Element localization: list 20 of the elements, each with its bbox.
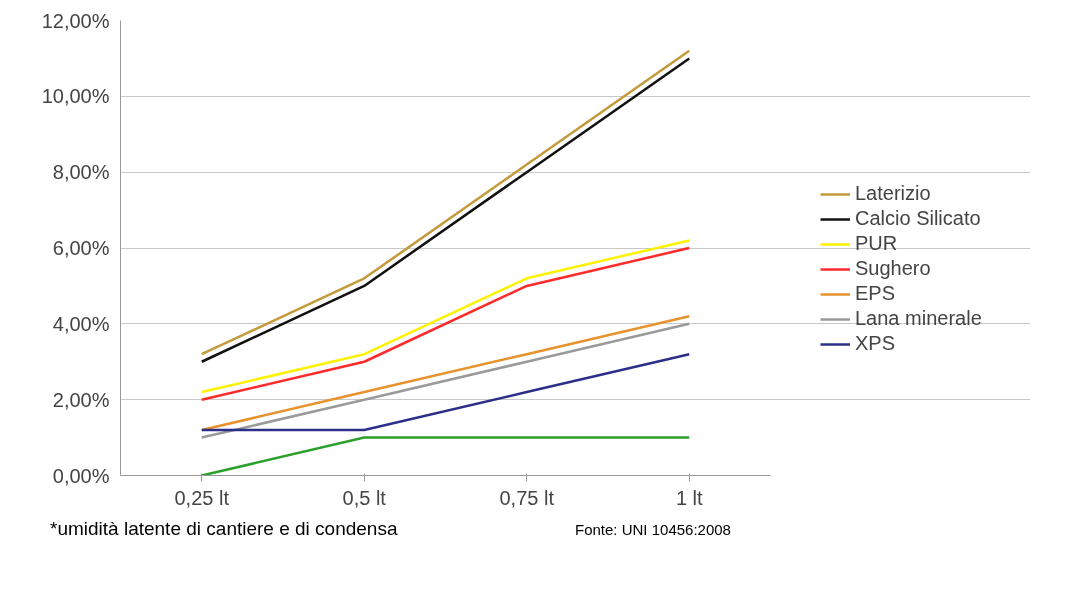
y-tick-label: 8,00% [52, 161, 110, 184]
y-tick-label: 12,00% [41, 9, 110, 32]
source-note: Fonte: UNI 10456:2008 [575, 520, 731, 540]
legend-label: Sughero [855, 257, 931, 280]
legend-label: PUR [855, 232, 898, 255]
y-tick-label: 0,00% [52, 464, 110, 487]
legend-label: Laterizio [855, 182, 931, 205]
y-tick-label: 4,00% [52, 312, 110, 335]
x-tick-label: 0,25 lt [174, 486, 230, 509]
legend-label: Lana minerale [855, 307, 982, 330]
y-tick-label: 10,00% [41, 85, 110, 108]
legend-label: EPS [855, 282, 896, 305]
y-tick-label: 2,00% [52, 388, 110, 411]
legend-label: Calcio Silicato [855, 207, 981, 230]
text: *umidità latente di cantiere e di condensa [50, 517, 398, 541]
x-tick-label: 1 lt [675, 486, 704, 509]
y-tick-label: 6,00% [52, 237, 110, 259]
legend-label: XPS [855, 332, 896, 355]
x-tick-label: 0,5 lt [342, 486, 387, 509]
x-tick-label: 0,75 lt [499, 486, 555, 509]
